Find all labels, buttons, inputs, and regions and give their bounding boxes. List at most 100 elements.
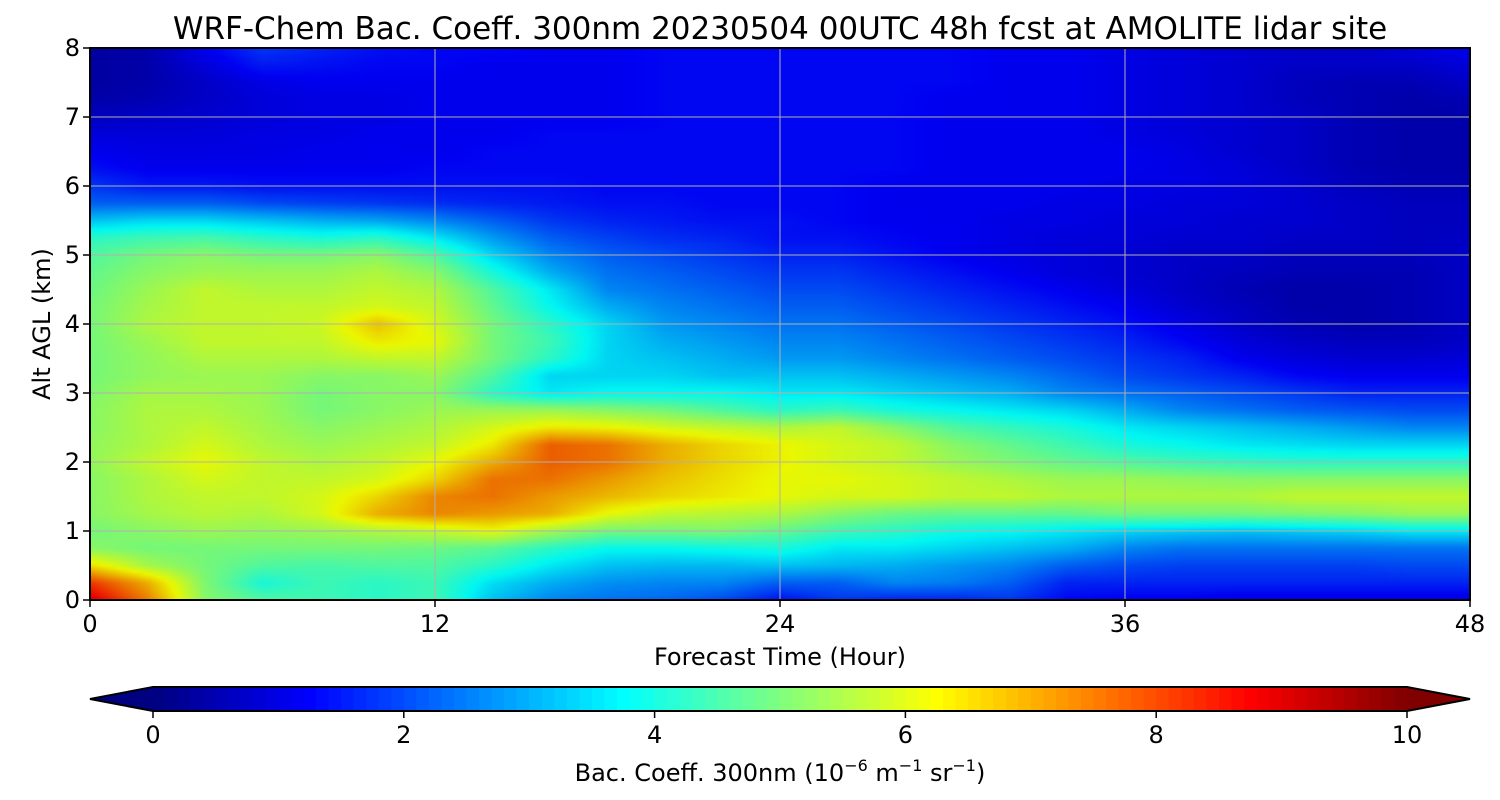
- colorbar-segment: [1131, 687, 1145, 711]
- colorbar-segment: [554, 687, 568, 711]
- colorbar-segment: [1231, 687, 1245, 711]
- colorbar-segment: [290, 687, 305, 711]
- colorbar-segment: [391, 687, 405, 711]
- colorbar-segment: [1093, 687, 1107, 711]
- y-tick-label: 8: [65, 34, 80, 62]
- colorbar-segment: [228, 687, 242, 711]
- colorbar-segment: [453, 687, 468, 711]
- colorbar-segment: [1294, 687, 1308, 711]
- colorbar-segment: [717, 687, 731, 711]
- colorbar-segment: [1043, 687, 1057, 711]
- colorbar-segment: [943, 687, 957, 711]
- colorbar-segment: [980, 687, 994, 711]
- colorbar-segment: [1018, 687, 1032, 711]
- colorbar-segment: [328, 687, 342, 711]
- colorbar-segment: [566, 687, 580, 711]
- colorbar-segment: [767, 687, 781, 711]
- x-tick-label: 0: [82, 610, 97, 638]
- colorbar-segment: [1118, 687, 1132, 711]
- colorbar-segment: [604, 687, 618, 711]
- colorbar-ticks: 0 2 4 6 8 10: [145, 711, 1422, 749]
- colorbar-segment: [742, 687, 756, 711]
- y-tick-label: 7: [65, 103, 80, 131]
- colorbar-segment: [1080, 687, 1095, 711]
- colorbar-segment: [491, 687, 505, 711]
- colorbar-segment: [516, 687, 530, 711]
- colorbar: 0 2 4 6 8 10: [89, 686, 1471, 749]
- plot-area: [90, 48, 1470, 600]
- colorbar-tick-label: 0: [145, 721, 160, 749]
- colorbar-segment: [428, 687, 443, 711]
- colorbar-segment: [993, 687, 1007, 711]
- y-tick-label: 0: [65, 586, 80, 614]
- colorbar-segment: [805, 687, 819, 711]
- colorbar-segment: [303, 687, 317, 711]
- colorbar-tick-label: 2: [396, 721, 411, 749]
- grid-lines: [90, 48, 1470, 600]
- colorbar-label: Bac. Coeff. 300nm (10−6 m−1 sr−1): [575, 756, 986, 787]
- colorbar-segment: [1243, 687, 1258, 711]
- chart-title: WRF-Chem Bac. Coeff. 300nm 20230504 00UT…: [173, 11, 1387, 47]
- colorbar-segment: [1281, 687, 1295, 711]
- colorbar-segment: [416, 687, 430, 711]
- colorbar-segment: [1331, 687, 1345, 711]
- colorbar-segment: [780, 687, 794, 711]
- colorbar-segment: [855, 687, 869, 711]
- colorbar-gradient: [90, 687, 1470, 711]
- colorbar-segment: [165, 687, 179, 711]
- y-tick-label: 4: [65, 310, 80, 338]
- colorbar-extend-min: [90, 687, 153, 711]
- x-tick-label: 36: [1110, 610, 1141, 638]
- colorbar-segment: [867, 687, 881, 711]
- colorbar-segment: [240, 687, 254, 711]
- colorbar-segment: [1068, 687, 1082, 711]
- colorbar-segment: [203, 687, 217, 711]
- colorbar-segment: [917, 687, 932, 711]
- y-tick-label: 1: [65, 517, 80, 545]
- colorbar-segment: [265, 687, 279, 711]
- colorbar-segment: [1030, 687, 1044, 711]
- colorbar-segment: [842, 687, 856, 711]
- colorbar-extend-max: [1407, 687, 1470, 711]
- colorbar-segment: [930, 687, 944, 711]
- colorbar-segment: [692, 687, 706, 711]
- colorbar-segment: [153, 687, 167, 711]
- colorbar-segment: [830, 687, 844, 711]
- colorbar-segment: [729, 687, 743, 711]
- y-tick-label: 5: [65, 241, 80, 269]
- colorbar-segment: [1356, 687, 1370, 711]
- colorbar-segment: [792, 687, 806, 711]
- colorbar-segment: [905, 687, 919, 711]
- colorbar-segment: [341, 687, 355, 711]
- colorbar-tick-label: 10: [1392, 721, 1423, 749]
- colorbar-segment: [466, 687, 480, 711]
- colorbar-segment: [1381, 687, 1396, 711]
- colorbar-segment: [1106, 687, 1120, 711]
- colorbar-segment: [353, 687, 367, 711]
- colorbar-segment: [616, 687, 631, 711]
- colorbar-segment: [629, 687, 643, 711]
- colorbar-segment: [892, 687, 906, 711]
- colorbar-segment: [1369, 687, 1383, 711]
- colorbar-segment: [366, 687, 380, 711]
- colorbar-segment: [215, 687, 229, 711]
- colorbar-segment: [1168, 687, 1182, 711]
- colorbar-segment: [278, 687, 292, 711]
- x-tick-label: 12: [420, 610, 451, 638]
- colorbar-tick-label: 8: [1149, 721, 1164, 749]
- colorbar-segment: [378, 687, 392, 711]
- x-axis-ticks: 0 12 24 36 48: [82, 600, 1485, 638]
- colorbar-segment: [1206, 687, 1220, 711]
- colorbar-segment: [541, 687, 555, 711]
- colorbar-segment: [1344, 687, 1358, 711]
- colorbar-segment: [1181, 687, 1195, 711]
- colorbar-segment: [1269, 687, 1283, 711]
- colorbar-segment: [1306, 687, 1320, 711]
- colorbar-segment: [591, 687, 606, 711]
- colorbar-segment: [679, 687, 693, 711]
- x-axis-label: Forecast Time (Hour): [654, 643, 906, 671]
- colorbar-segment: [190, 687, 204, 711]
- colorbar-tick-label: 6: [898, 721, 913, 749]
- colorbar-segment: [529, 687, 543, 711]
